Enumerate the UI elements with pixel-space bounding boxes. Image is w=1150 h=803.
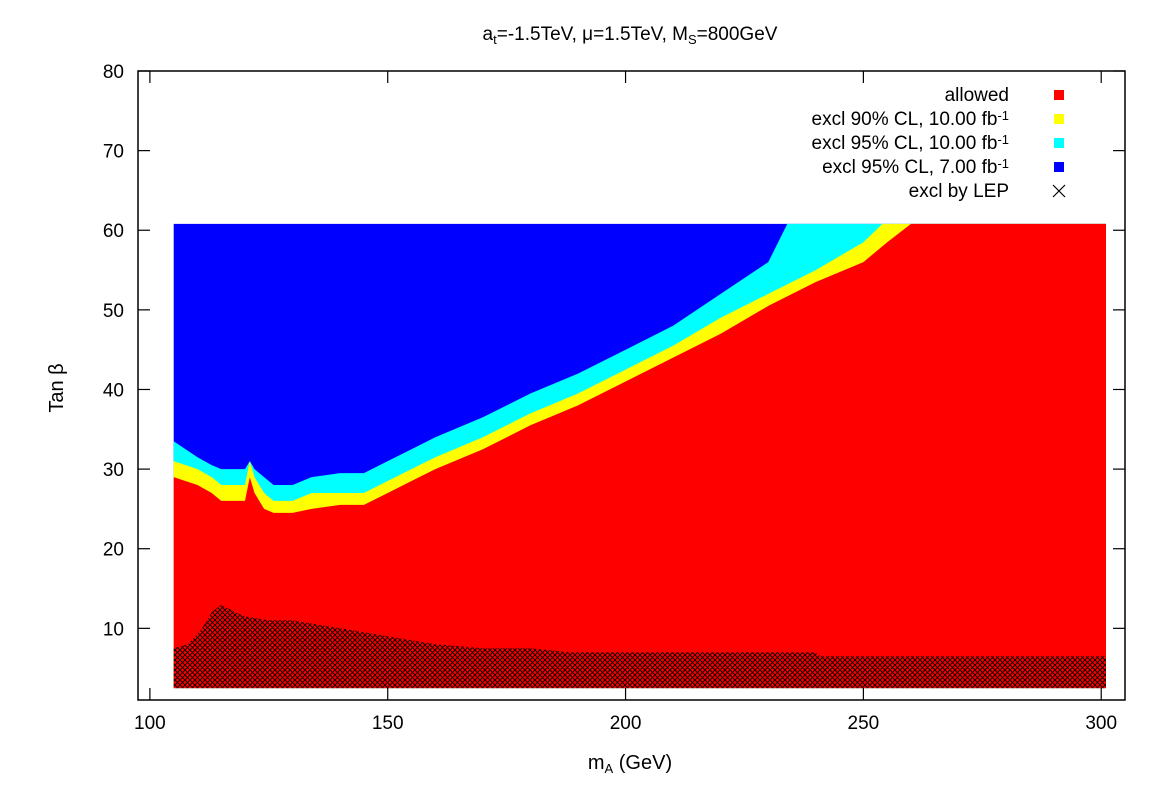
legend-item-excl95_10: excl 95% CL, 10.00 fb-1: [812, 132, 1064, 154]
text-part: =800GeV: [697, 24, 778, 45]
x-tick-label: 100: [134, 713, 166, 734]
y-tick-label: 20: [103, 540, 124, 561]
legend-item-excl90_10: excl 90% CL, 10.00 fb-1: [812, 108, 1064, 130]
text-part: allowed: [945, 85, 1009, 106]
text-part: -1: [997, 132, 1009, 147]
y-axis-label: Tan β: [46, 363, 68, 412]
y-tick-label: 60: [103, 221, 124, 242]
legend-label: excl 95% CL, 10.00 fb-1: [812, 132, 1009, 154]
y-tick-label: 50: [103, 301, 124, 322]
text-part: S: [688, 32, 697, 47]
x-tick-label: 150: [372, 713, 404, 734]
y-tick-label: 30: [103, 460, 124, 481]
legend-swatch: [1054, 138, 1064, 148]
text-part: t: [493, 32, 497, 47]
text-part: -1: [997, 108, 1009, 123]
x-axis-label: mA (GeV): [588, 752, 672, 776]
y-tick-label: 40: [103, 380, 124, 401]
text-part: =1.5TeV, M: [593, 24, 688, 45]
chart-title: at=-1.5TeV, μ=1.5TeV, MS=800GeV: [483, 24, 778, 47]
x-tick-label: 250: [848, 713, 880, 734]
text-part: excl 90% CL, 10.00 fb: [812, 109, 998, 130]
x-tick-label: 200: [610, 713, 642, 734]
y-tick-label: 10: [103, 619, 124, 640]
text-part: A: [605, 761, 614, 776]
legend-item-allowed: allowed: [945, 85, 1064, 106]
text-part: m: [588, 752, 605, 774]
region-lep-excluded: [173, 604, 1106, 689]
axes-layer: 100 150 200 250 300 10 20 30 40 50 60 70 80: [103, 62, 1126, 734]
legend-item-excl95_7: excl 95% CL, 7.00 fb-1: [822, 156, 1064, 178]
text-part: excl by LEP: [909, 181, 1009, 202]
text-part: -1: [997, 156, 1009, 171]
legend-label: allowed: [945, 85, 1009, 106]
text-part: excl 95% CL, 10.00 fb: [812, 133, 998, 154]
region-allowed: [173, 223, 1106, 689]
legend-label: excl by LEP: [909, 181, 1009, 202]
legend-label: excl 90% CL, 10.00 fb-1: [812, 108, 1009, 130]
legend-swatch: [1054, 114, 1064, 124]
text-part: =-1.5TeV,: [497, 24, 582, 45]
y-tick-label: 80: [103, 62, 124, 83]
plot-frame: [137, 70, 1126, 701]
region-layer: [173, 223, 1106, 689]
legend-swatch: [1054, 162, 1064, 172]
text-part: a: [483, 24, 494, 45]
text-part: (GeV): [613, 752, 672, 774]
legend-swatch: [1054, 90, 1064, 100]
y-tick-label: 70: [103, 142, 124, 163]
legend-cross-marker: [1052, 184, 1066, 198]
text-part: μ: [582, 24, 593, 45]
legend-label: excl 95% CL, 7.00 fb-1: [822, 156, 1009, 178]
legend-item-lep: excl by LEP: [909, 181, 1066, 202]
text-part: excl 95% CL, 7.00 fb: [822, 157, 997, 178]
x-tick-label: 300: [1085, 713, 1117, 734]
